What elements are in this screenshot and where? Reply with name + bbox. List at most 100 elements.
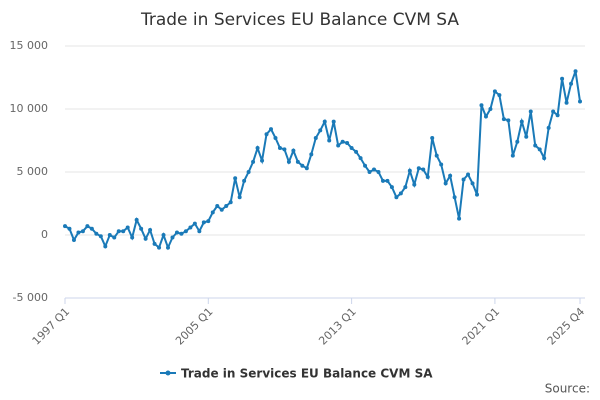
data-point <box>282 147 287 152</box>
data-point <box>286 159 291 164</box>
data-point <box>479 103 484 108</box>
data-point <box>116 229 121 234</box>
data-point <box>246 170 251 174</box>
data-point <box>389 185 394 190</box>
data-point <box>260 158 265 163</box>
data-point <box>80 229 85 234</box>
data-point <box>407 168 412 173</box>
data-point <box>533 143 538 148</box>
data-point <box>139 226 144 231</box>
data-point <box>255 146 260 151</box>
data-point <box>385 178 390 183</box>
data-point <box>492 89 497 94</box>
data-point <box>416 166 421 171</box>
data-point <box>470 181 475 186</box>
data-point <box>439 162 444 167</box>
data-point <box>510 153 515 158</box>
data-point <box>457 216 462 221</box>
data-point <box>251 159 256 164</box>
data-point <box>564 100 569 105</box>
data-point <box>560 76 565 81</box>
data-point <box>85 224 90 229</box>
data-point <box>546 125 551 130</box>
data-point <box>542 156 547 161</box>
data-point <box>425 175 430 180</box>
data-point <box>372 167 376 172</box>
data-point <box>152 241 157 246</box>
data-point <box>488 107 493 111</box>
data-point <box>398 191 403 196</box>
data-point <box>551 109 556 114</box>
data-point <box>166 245 170 250</box>
data-point <box>354 149 359 154</box>
data-point <box>63 224 67 229</box>
data-point <box>345 141 350 146</box>
data-point <box>107 233 112 237</box>
data-point <box>421 167 426 172</box>
data-point <box>483 114 488 119</box>
data-point <box>537 147 542 152</box>
legend-label: Trade in Services EU Balance CVM SA <box>181 367 433 381</box>
data-point <box>331 119 336 124</box>
data-point <box>569 81 574 86</box>
data-point <box>219 207 224 212</box>
data-point <box>134 217 139 222</box>
data-point <box>394 195 399 200</box>
data-point <box>515 139 520 144</box>
data-point <box>434 153 439 158</box>
data-point <box>497 93 502 98</box>
data-point <box>376 170 381 174</box>
data-point <box>148 227 153 232</box>
data-point <box>555 113 560 118</box>
data-point <box>188 225 193 230</box>
y-tick-label: -5 000 <box>13 291 48 304</box>
chart-title: Trade in Services EU Balance CVM SA <box>140 10 459 30</box>
data-point <box>125 225 130 230</box>
data-point <box>340 139 345 144</box>
data-point <box>295 159 300 164</box>
data-point <box>143 236 148 241</box>
data-point <box>452 195 457 200</box>
data-point <box>98 234 103 239</box>
data-point <box>67 226 72 231</box>
data-point <box>210 210 215 215</box>
data-point <box>448 173 453 178</box>
data-point <box>363 163 368 168</box>
y-tick-label: 15 000 <box>10 39 49 52</box>
data-point <box>403 185 408 190</box>
data-point <box>273 135 278 140</box>
data-point <box>206 219 211 224</box>
data-point <box>215 204 220 209</box>
y-tick-label: 10 000 <box>10 102 49 115</box>
y-tick-label: 0 <box>41 228 48 241</box>
data-point <box>192 221 197 226</box>
legend-marker <box>165 370 171 376</box>
data-point <box>170 235 175 240</box>
data-point <box>121 229 126 234</box>
data-point <box>300 163 305 168</box>
data-point <box>103 244 108 249</box>
data-point <box>528 109 533 114</box>
data-point <box>277 146 282 151</box>
data-point <box>157 245 162 250</box>
data-point <box>524 134 529 139</box>
data-point <box>89 226 94 231</box>
data-point <box>237 195 242 200</box>
data-point <box>183 229 188 234</box>
data-point <box>443 181 448 186</box>
data-point <box>336 143 341 148</box>
data-point <box>242 178 247 183</box>
data-point <box>94 231 99 236</box>
data-point <box>269 127 273 132</box>
data-point <box>349 146 354 151</box>
data-point <box>291 148 296 153</box>
data-point <box>380 178 385 183</box>
data-point <box>461 177 466 182</box>
y-tick-label: 5 000 <box>17 165 49 178</box>
data-point <box>304 166 309 171</box>
data-point <box>578 99 582 104</box>
data-point <box>313 135 318 140</box>
data-point <box>112 235 117 240</box>
data-point <box>309 152 314 157</box>
